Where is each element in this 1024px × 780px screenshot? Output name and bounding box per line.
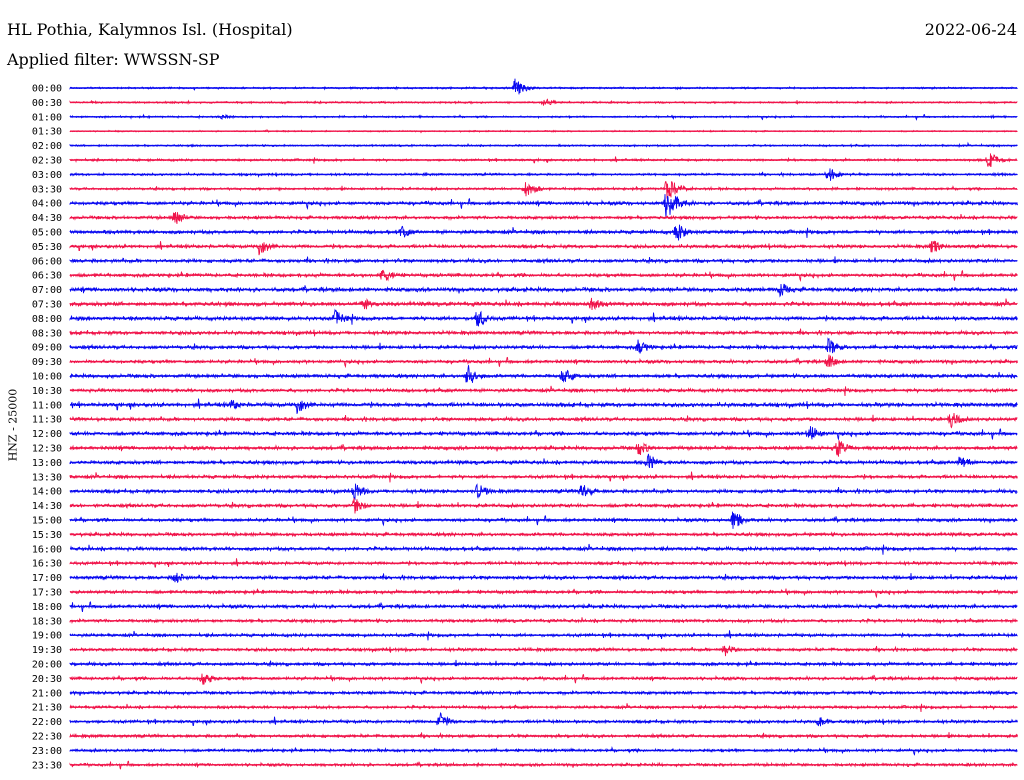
- trace-line: [69, 453, 1018, 469]
- trace-line: [69, 588, 1018, 599]
- row-time-label: 08:30: [32, 328, 62, 339]
- row-time-label: 15:30: [32, 530, 62, 541]
- row-time-label: 21:30: [32, 703, 62, 714]
- row-time-label: 11:00: [32, 400, 62, 411]
- filter-label: Applied filter: WWSSN-SP: [7, 50, 220, 69]
- row-time-label: 17:30: [32, 588, 62, 599]
- row-time-label: 19:30: [32, 645, 62, 656]
- trace-line: [69, 712, 1018, 727]
- trace-line: [69, 240, 1018, 256]
- trace-line: [69, 256, 1018, 265]
- row-time-label: 06:30: [32, 271, 62, 282]
- row-time-label: 15:00: [32, 516, 62, 527]
- row-time-label: 12:30: [32, 444, 62, 455]
- row-time-label: 00:00: [32, 84, 62, 95]
- row-time-label: 10:00: [32, 372, 62, 383]
- trace-line: [69, 617, 1018, 625]
- row-time-label: 02:30: [32, 156, 62, 167]
- trace-line: [69, 337, 1018, 354]
- row-time-label: 23:30: [32, 760, 62, 771]
- trace-line: [69, 673, 1018, 685]
- row-time-label: 02:00: [32, 141, 62, 152]
- row-time-label: 04:00: [32, 199, 62, 210]
- row-time-label: 01:30: [32, 127, 62, 138]
- row-time-label: 01:00: [32, 112, 62, 123]
- row-time-label: 21:00: [32, 688, 62, 699]
- row-time-label: 18:00: [32, 602, 62, 613]
- row-time-label: 05:00: [32, 228, 62, 239]
- row-time-label: 22:00: [32, 717, 62, 728]
- row-time-label: 07:00: [32, 285, 62, 296]
- trace-group: [69, 78, 1018, 770]
- date-label: 2022-06-24: [924, 20, 1017, 39]
- row-time-label: 07:30: [32, 300, 62, 311]
- row-time-label: 13:00: [32, 458, 62, 469]
- row-time-label: 06:00: [32, 256, 62, 267]
- row-time-label: 17:00: [32, 573, 62, 584]
- row-time-label: 14:30: [32, 501, 62, 512]
- row-time-label: 09:30: [32, 357, 62, 368]
- station-title: HL Pothia, Kalymnos Isl. (Hospital): [7, 20, 293, 39]
- row-time-label: 03:30: [32, 184, 62, 195]
- row-time-label: 04:30: [32, 213, 62, 224]
- trace-line: [69, 645, 1018, 657]
- trace-line: [69, 413, 1018, 429]
- row-time-label: 08:00: [32, 314, 62, 325]
- row-time-label: 18:30: [32, 616, 62, 627]
- trace-line: [69, 354, 1018, 369]
- row-time-label: 05:30: [32, 242, 62, 253]
- trace-line: [69, 365, 1018, 383]
- row-label-group: 00:00 00:30 01:00 01:30 02:00 02:30 03:00 03:30…: [32, 84, 62, 772]
- trace-line: [69, 181, 1018, 199]
- row-time-label: 16:30: [32, 559, 62, 570]
- trace-line: [69, 78, 1018, 95]
- channel-label: HNZ - 25000: [6, 388, 20, 462]
- row-time-label: 20:30: [32, 674, 62, 685]
- row-time-label: 09:00: [32, 343, 62, 354]
- row-time-label: 19:00: [32, 631, 62, 642]
- row-time-label: 20:00: [32, 660, 62, 671]
- row-time-label: 14:00: [32, 487, 62, 498]
- row-time-label: 22:30: [32, 732, 62, 743]
- row-time-label: 16:00: [32, 544, 62, 555]
- row-time-label: 12:00: [32, 429, 62, 440]
- row-time-label: 23:00: [32, 746, 62, 757]
- row-time-label: 10:30: [32, 386, 62, 397]
- row-time-label: 00:30: [32, 98, 62, 109]
- row-time-label: 13:30: [32, 472, 62, 483]
- row-time-label: 03:00: [32, 170, 62, 181]
- trace-line: [69, 398, 1018, 414]
- row-time-label: 11:30: [32, 415, 62, 426]
- trace-line: [69, 426, 1018, 441]
- trace-line: [69, 194, 1018, 219]
